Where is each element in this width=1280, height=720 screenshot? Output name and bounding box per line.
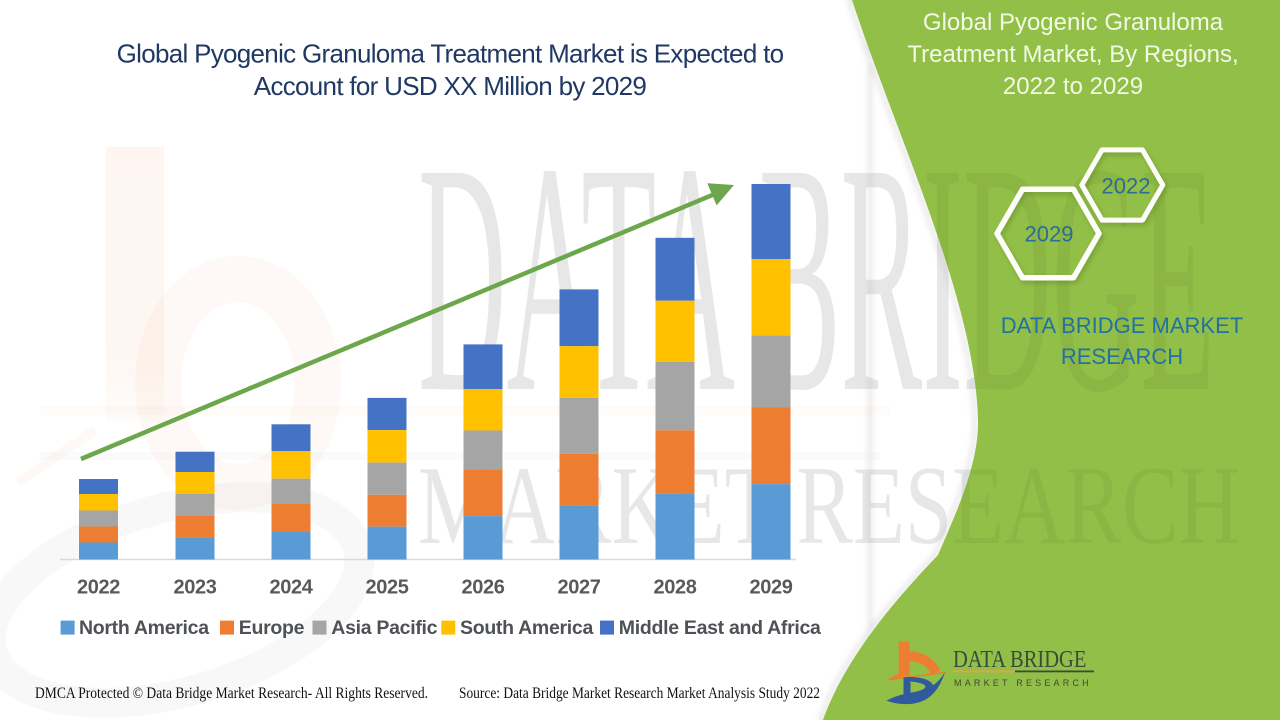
svg-text:2025: 2025 bbox=[366, 577, 409, 599]
svg-text:Europe: Europe bbox=[239, 617, 305, 639]
svg-text:2029: 2029 bbox=[1025, 222, 1074, 247]
svg-text:MARKET RESEARCH: MARKET RESEARCH bbox=[954, 678, 1092, 688]
svg-text:2026: 2026 bbox=[462, 577, 505, 599]
svg-text:2022 to 2029: 2022 to 2029 bbox=[1003, 73, 1143, 100]
svg-text:2028: 2028 bbox=[654, 577, 697, 599]
svg-text:2024: 2024 bbox=[270, 577, 314, 599]
svg-text:North America: North America bbox=[79, 617, 209, 639]
svg-text:Middle East and Africa: Middle East and Africa bbox=[619, 617, 821, 639]
svg-text:RESEARCH: RESEARCH bbox=[1061, 344, 1183, 369]
svg-text:Treatment Market, By Regions,: Treatment Market, By Regions, bbox=[907, 41, 1238, 68]
svg-text:DATA BRIDGE: DATA BRIDGE bbox=[953, 646, 1086, 673]
svg-text:Global Pyogenic Granuloma Trea: Global Pyogenic Granuloma Treatment Mark… bbox=[117, 39, 784, 69]
svg-text:Asia Pacific: Asia Pacific bbox=[331, 617, 437, 639]
svg-text:South America: South America bbox=[460, 617, 593, 639]
svg-text:Global Pyogenic Granuloma: Global Pyogenic Granuloma bbox=[923, 9, 1224, 36]
svg-text:2022: 2022 bbox=[77, 577, 120, 599]
svg-text:2027: 2027 bbox=[558, 577, 601, 599]
svg-text:Account for USD XX Million by: Account for USD XX Million by 2029 bbox=[254, 71, 647, 101]
svg-text:2022: 2022 bbox=[1102, 174, 1151, 199]
svg-text:Source: Data Bridge Market Res: Source: Data Bridge Market Research Mark… bbox=[459, 685, 820, 702]
svg-text:2023: 2023 bbox=[174, 577, 217, 599]
svg-text:DMCA Protected © Data Bridge M: DMCA Protected © Data Bridge Market Rese… bbox=[35, 685, 428, 702]
svg-text:2029: 2029 bbox=[750, 577, 793, 599]
svg-text:DATA BRIDGE MARKET: DATA BRIDGE MARKET bbox=[1001, 313, 1243, 338]
